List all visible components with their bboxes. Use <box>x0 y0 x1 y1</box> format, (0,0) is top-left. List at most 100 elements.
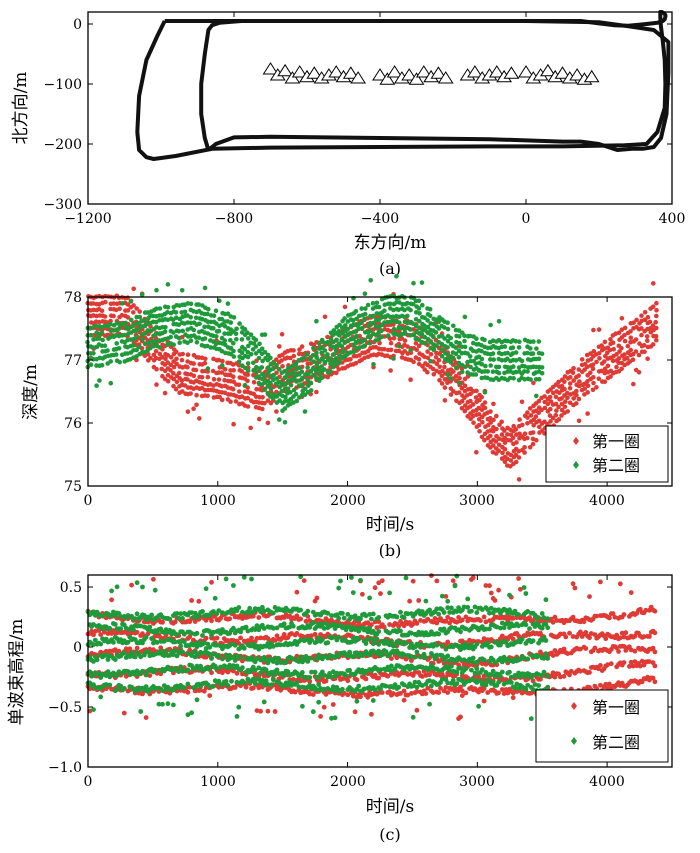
point-second <box>252 681 258 686</box>
point-second <box>243 365 248 371</box>
point-first <box>585 411 590 416</box>
point-second <box>417 311 422 316</box>
point-second <box>328 368 333 374</box>
point-first <box>245 378 250 384</box>
point-second <box>108 359 113 364</box>
point-second <box>374 300 380 306</box>
point-first <box>570 581 576 587</box>
point-second <box>481 657 487 663</box>
point-second <box>389 638 394 644</box>
point-first <box>236 641 242 646</box>
point-first <box>125 295 131 301</box>
point-second <box>539 365 545 370</box>
point-first <box>443 685 449 690</box>
point-first <box>457 376 462 381</box>
point-first <box>312 631 318 637</box>
point-second <box>131 627 136 632</box>
point-first <box>174 379 180 385</box>
triangle-marker <box>277 63 294 77</box>
point-first <box>289 631 294 636</box>
point-first <box>485 690 491 695</box>
point-second <box>270 392 276 397</box>
point-first <box>436 357 442 363</box>
point-first <box>585 364 590 370</box>
point-second <box>319 375 325 381</box>
point-first <box>510 435 516 441</box>
point-first <box>454 619 460 625</box>
point-first <box>483 583 489 588</box>
point-first <box>96 319 102 325</box>
point-first <box>621 612 627 617</box>
point-second <box>237 321 242 326</box>
point-first <box>548 406 553 412</box>
point-first <box>220 358 225 364</box>
point-second <box>388 301 393 307</box>
panel-b: 0 1000 2000 3000 4000 75 76 77 78 第一圈 第二… <box>21 274 673 560</box>
point-first <box>563 399 568 404</box>
point-first <box>617 349 622 354</box>
point-first <box>527 445 533 450</box>
point-first <box>294 631 300 636</box>
point-second <box>310 353 316 358</box>
point-first <box>265 708 271 714</box>
point-second <box>240 665 245 671</box>
point-second <box>322 348 328 353</box>
point-first <box>405 672 411 677</box>
point-first <box>628 347 633 353</box>
point-first <box>463 614 469 620</box>
point-second <box>511 376 516 381</box>
point-first <box>631 381 636 387</box>
point-first <box>274 409 279 414</box>
point-first <box>574 388 579 394</box>
point-first <box>605 662 610 668</box>
point-first <box>622 332 627 338</box>
point-first <box>272 638 278 643</box>
point-second <box>205 366 211 371</box>
point-second <box>88 362 94 368</box>
point-second <box>385 333 391 338</box>
point-first <box>205 393 210 399</box>
point-second <box>519 358 525 364</box>
point-first <box>588 631 594 636</box>
point-second <box>98 694 104 700</box>
point-second <box>147 624 153 630</box>
point-first <box>390 691 396 696</box>
point-first <box>134 306 139 311</box>
point-second <box>465 596 471 602</box>
point-first <box>165 372 171 378</box>
legend: 第一圈 第二圈 <box>545 425 669 483</box>
point-second <box>402 307 407 313</box>
point-first <box>116 648 122 654</box>
point-first <box>281 632 287 637</box>
point-second <box>368 278 374 283</box>
point-first <box>488 590 494 596</box>
point-first <box>534 438 539 443</box>
point-first <box>323 678 329 684</box>
point-second <box>382 308 387 314</box>
point-first <box>642 349 647 355</box>
point-first <box>385 673 391 679</box>
point-second <box>488 644 494 650</box>
point-first <box>254 635 260 641</box>
point-second <box>359 326 365 331</box>
point-first <box>473 395 479 400</box>
point-first <box>503 614 509 620</box>
point-first <box>322 314 328 320</box>
point-second <box>111 328 116 333</box>
point-first <box>556 404 561 410</box>
point-second <box>157 306 163 311</box>
point-second <box>513 350 519 355</box>
legend-box <box>545 425 669 483</box>
point-first <box>219 384 225 389</box>
point-second <box>231 583 236 588</box>
point-first <box>556 417 562 422</box>
triangle-marker <box>291 65 308 78</box>
point-first <box>599 368 604 374</box>
point-first <box>578 668 583 674</box>
point-first <box>539 407 544 413</box>
point-first <box>623 630 629 636</box>
point-first <box>583 630 589 635</box>
point-second <box>91 707 96 712</box>
point-first <box>562 379 567 385</box>
